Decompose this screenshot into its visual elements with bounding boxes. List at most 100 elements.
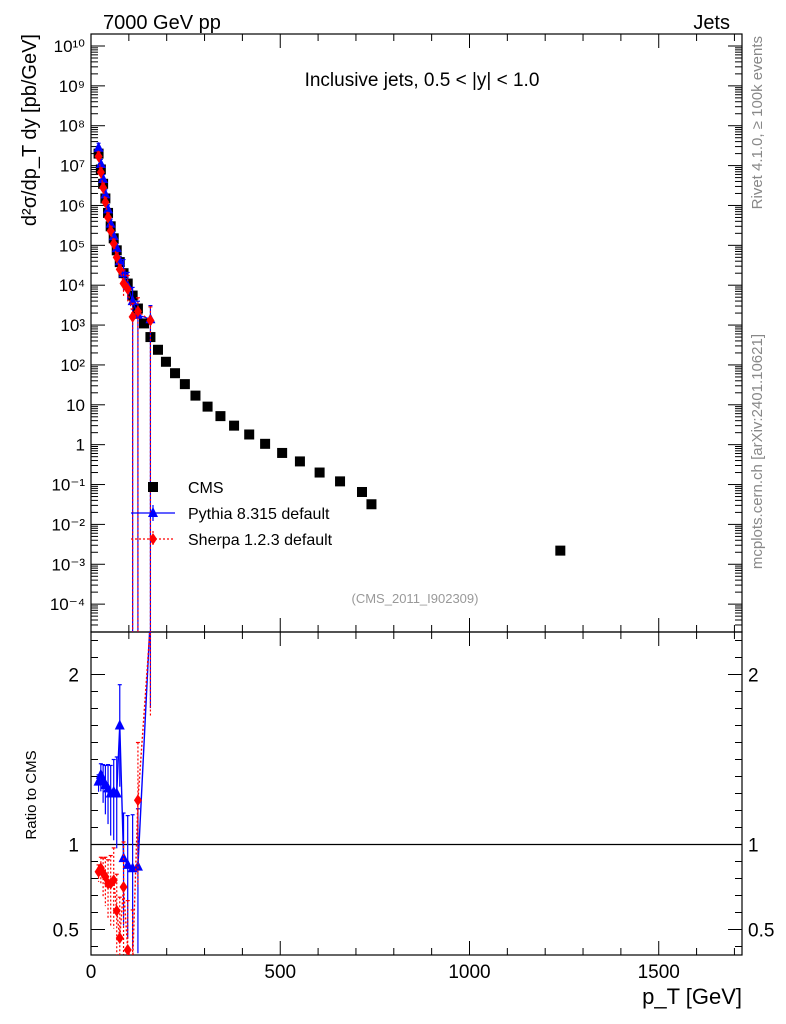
- pythia-main-point: [105, 217, 116, 228]
- cms-data-point: [190, 390, 201, 401]
- ratio-y-tick-label: 0.5: [53, 921, 79, 942]
- pythia-ratio-point: [132, 860, 143, 871]
- pythia-ratio-point: [114, 719, 125, 730]
- main-y-tick-label: 10⁻¹: [51, 476, 85, 495]
- sherpa-ratio-point: [115, 932, 124, 944]
- cms-data-point: [366, 499, 377, 510]
- sherpa-main-point: [146, 314, 155, 327]
- main-y-tick-label: 10⁻³: [51, 555, 85, 574]
- cms-data-point: [138, 318, 149, 329]
- legend-marker-cms: [148, 482, 158, 492]
- main-y-tick-label: 10: [66, 396, 85, 415]
- cms-data-point: [555, 545, 566, 556]
- sherpa-main-point: [99, 181, 108, 194]
- ratio-y-tick-label: 2: [68, 666, 79, 687]
- ratio-y-tick-label: 1: [68, 836, 79, 857]
- main-y-tick-label: 10⁷: [60, 157, 85, 176]
- sherpa-main-point: [101, 196, 110, 209]
- cms-data-point: [260, 438, 271, 449]
- sherpa-main-point: [104, 211, 113, 224]
- pythia-ratio-point: [111, 787, 122, 798]
- sherpa-main-point: [112, 251, 121, 264]
- cms-data-point: [160, 356, 171, 367]
- sherpa-ratio-line: [97, 632, 151, 955]
- sherpa-ratio-point: [129, 958, 137, 970]
- pythia-main-point: [108, 230, 119, 241]
- pythia-main-point: [98, 173, 109, 184]
- ratio-y-axis-label: Ratio to CMS: [23, 750, 40, 839]
- legend-label-sherpa: Sherpa 1.2.3 default: [188, 532, 333, 549]
- pythia-main-point: [111, 242, 122, 253]
- chart-title: Inclusive jets, 0.5 < |y| < 1.0: [305, 70, 540, 91]
- sherpa-main-point: [96, 166, 105, 179]
- sherpa-ratio-point: [133, 794, 142, 807]
- main-y-tick-label: 10⁵: [59, 236, 85, 255]
- cms-data-point: [179, 379, 190, 390]
- main-y-tick-label: 10³: [60, 316, 85, 335]
- x-tick-label: 1500: [638, 962, 680, 983]
- sherpa-ratio-point: [119, 881, 128, 893]
- pythia-main-point: [103, 203, 114, 214]
- cms-data-point: [202, 401, 213, 412]
- cms-data-point: [215, 411, 226, 422]
- legend-marker-sherpa: [149, 533, 157, 545]
- cms-data-point: [356, 486, 367, 497]
- cms-data-point: [152, 344, 163, 355]
- sherpa-main-point: [115, 263, 124, 276]
- legend: CMS Pythia 8.315 default Sherpa 1.2.3 de…: [131, 480, 333, 549]
- main-y-axis-label: d²σ/dp_T dy [pb/GeV]: [19, 34, 41, 226]
- sherpa-main-point: [128, 310, 137, 323]
- header-right: Jets: [693, 12, 730, 34]
- sherpa-ratio-point: [109, 874, 118, 887]
- cms-data-point: [244, 429, 255, 440]
- main-y-tick-label: 10⁹: [59, 77, 85, 96]
- sherpa-main-point: [94, 150, 103, 163]
- x-axis-label: p_T [GeV]: [642, 984, 742, 1009]
- ratio-y-tick-label-right: 0.5: [748, 921, 774, 942]
- ratio-y-tick-label-right: 1: [748, 836, 759, 857]
- main-y-tick-label: 10⁶: [59, 196, 85, 215]
- main-y-tick-label: 10⁻⁴: [50, 595, 85, 614]
- main-y-tick-label: 10⁴: [59, 276, 85, 295]
- main-series-group: [93, 141, 566, 632]
- cms-data-point: [314, 467, 325, 478]
- mcplots-label: mcplots.cern.ch [arXiv:2401.10621]: [749, 334, 766, 569]
- pythia-main-line: [97, 147, 151, 320]
- sherpa-main-point: [109, 237, 118, 250]
- cms-data-point: [335, 476, 346, 487]
- x-tick-label: 1000: [448, 962, 490, 983]
- cms-data-point: [294, 456, 305, 467]
- x-tick-label: 0: [86, 962, 97, 983]
- main-y-tick-label: 10⁸: [59, 117, 85, 136]
- main-y-tick-label: 10²: [60, 356, 85, 375]
- pythia-ratio-point: [122, 858, 133, 869]
- main-y-tick-label: 10⁻²: [51, 515, 85, 534]
- x-tick-label: 500: [264, 962, 296, 983]
- ratio-series-group: [93, 632, 152, 970]
- cms-data-point: [229, 420, 240, 431]
- legend-label-cms: CMS: [188, 480, 224, 497]
- header-left: 7000 GeV pp: [103, 12, 221, 34]
- sherpa-ratio-point: [112, 904, 121, 917]
- sherpa-main-point: [106, 224, 115, 237]
- analysis-tag: (CMS_2011_I902309): [352, 591, 479, 606]
- ratio-plot-frame: [90, 631, 743, 956]
- pythia-main-point: [127, 295, 138, 306]
- main-y-tick-label: 1: [76, 436, 85, 455]
- pythia-main-point: [93, 141, 104, 152]
- pythia-main-point: [100, 188, 111, 199]
- cms-data-point: [277, 447, 288, 458]
- ratio-y-tick-label-right: 2: [748, 666, 759, 687]
- cms-data-point: [170, 368, 181, 379]
- legend-marker-pythia: [148, 507, 158, 517]
- sherpa-main-point: [133, 305, 142, 318]
- main-y-tick-label: 10¹⁰: [54, 37, 86, 56]
- pythia-ratio-point: [118, 852, 129, 863]
- pythia-main-point: [114, 255, 125, 266]
- legend-label-pythia: Pythia 8.315 default: [188, 506, 330, 523]
- rivet-label: Rivet 4.1.0, ≥ 100k events: [749, 36, 766, 209]
- sherpa-main-point: [123, 283, 132, 296]
- pythia-main-point: [95, 157, 106, 168]
- sherpa-ratio-point: [123, 943, 132, 955]
